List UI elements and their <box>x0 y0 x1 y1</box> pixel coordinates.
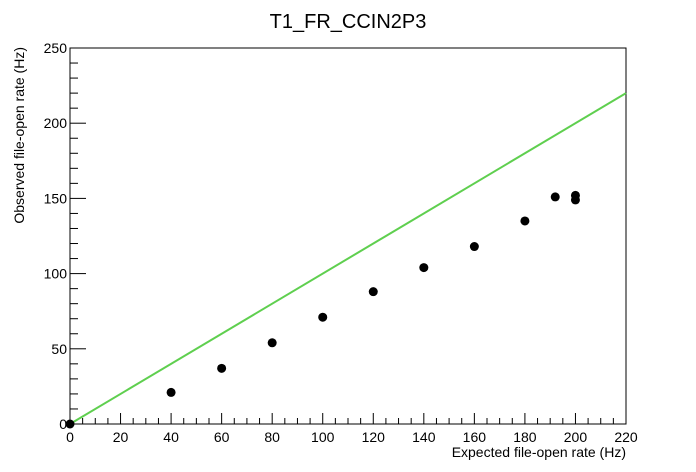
chart-title: T1_FR_CCIN2P3 <box>270 11 427 33</box>
plot-frame <box>69 47 627 425</box>
data-point <box>166 387 176 397</box>
data-point <box>570 195 580 205</box>
y-tick-label: 100 <box>44 266 68 282</box>
data-point <box>368 287 378 297</box>
data-point <box>520 216 530 226</box>
data-point <box>550 192 560 202</box>
x-tick-label: 180 <box>513 429 537 445</box>
data-point <box>469 242 479 252</box>
data-point <box>217 363 227 373</box>
x-tick-label: 20 <box>113 429 129 445</box>
y-axis-title: Observed file-open rate (Hz) <box>11 47 27 224</box>
data-point <box>318 312 328 322</box>
x-tick-label: 160 <box>463 429 487 445</box>
y-tick-label: 0 <box>59 416 67 432</box>
x-axis-title: Expected file-open rate (Hz) <box>452 444 626 460</box>
x-tick-label: 120 <box>362 429 386 445</box>
x-tick-label: 140 <box>412 429 436 445</box>
data-point <box>419 263 429 273</box>
data-point <box>267 338 277 348</box>
data-point <box>65 419 75 429</box>
y-tick-label: 250 <box>44 40 68 56</box>
x-tick-label: 200 <box>564 429 588 445</box>
x-tick-label: 0 <box>66 429 74 445</box>
y-tick-label: 150 <box>44 190 68 206</box>
y-tick-label: 50 <box>51 341 67 357</box>
reference-line <box>69 92 627 425</box>
x-tick-label: 80 <box>264 429 280 445</box>
x-tick-label: 60 <box>214 429 230 445</box>
y-tick-label: 200 <box>44 115 68 131</box>
x-tick-label: 100 <box>311 429 335 445</box>
x-tick-label: 220 <box>614 429 638 445</box>
x-tick-label: 40 <box>163 429 179 445</box>
